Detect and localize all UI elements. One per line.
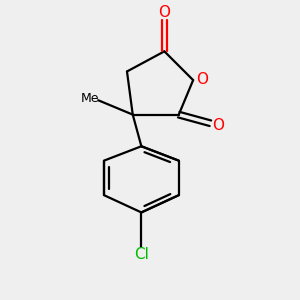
Text: Cl: Cl <box>134 247 149 262</box>
Text: O: O <box>212 118 224 133</box>
Text: Me: Me <box>81 92 99 105</box>
Text: O: O <box>196 72 208 87</box>
Text: O: O <box>158 5 170 20</box>
